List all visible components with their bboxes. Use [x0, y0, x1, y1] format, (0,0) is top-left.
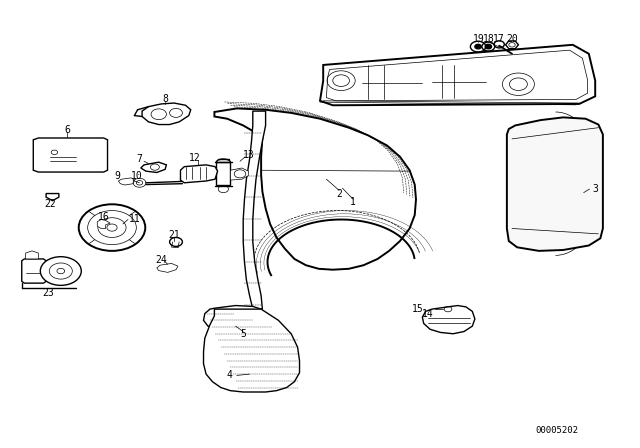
- Text: 23: 23: [42, 289, 54, 298]
- Circle shape: [485, 44, 492, 49]
- Polygon shape: [230, 168, 248, 180]
- Text: 16: 16: [98, 212, 109, 222]
- Polygon shape: [180, 165, 218, 183]
- Text: 14: 14: [422, 310, 433, 319]
- Text: 15: 15: [412, 304, 423, 314]
- Text: 12: 12: [189, 153, 201, 163]
- Text: 6: 6: [64, 125, 70, 135]
- Bar: [432, 65, 486, 98]
- Polygon shape: [22, 259, 46, 283]
- Polygon shape: [204, 309, 300, 392]
- Polygon shape: [97, 220, 110, 228]
- Polygon shape: [33, 138, 108, 172]
- Bar: [362, 65, 422, 99]
- Polygon shape: [142, 103, 191, 125]
- Text: 1: 1: [350, 198, 356, 207]
- Polygon shape: [214, 108, 416, 270]
- Circle shape: [79, 204, 145, 251]
- Text: 8: 8: [162, 95, 168, 104]
- Polygon shape: [141, 162, 166, 172]
- Text: 18: 18: [483, 34, 495, 44]
- Polygon shape: [204, 306, 262, 328]
- Bar: [26, 263, 44, 280]
- Text: 2: 2: [336, 189, 342, 198]
- Text: 22: 22: [44, 199, 56, 209]
- Text: 9: 9: [114, 171, 120, 181]
- Polygon shape: [157, 263, 178, 272]
- Polygon shape: [422, 306, 475, 334]
- Text: 3: 3: [592, 184, 598, 194]
- Text: 17: 17: [493, 34, 505, 44]
- Polygon shape: [507, 117, 603, 251]
- Polygon shape: [243, 111, 266, 309]
- Bar: [216, 162, 230, 185]
- Text: 11: 11: [129, 214, 140, 224]
- Polygon shape: [118, 178, 134, 185]
- Text: 20: 20: [506, 34, 518, 44]
- Text: 21: 21: [168, 230, 180, 240]
- Text: 5: 5: [240, 329, 246, 339]
- Text: 7: 7: [136, 154, 143, 164]
- Bar: [46, 145, 81, 167]
- Text: 10: 10: [131, 171, 142, 181]
- Polygon shape: [26, 251, 38, 259]
- Polygon shape: [46, 194, 59, 201]
- Bar: [84, 151, 99, 164]
- Polygon shape: [320, 45, 595, 105]
- Circle shape: [475, 44, 481, 49]
- Text: 24: 24: [156, 255, 167, 265]
- Circle shape: [40, 257, 81, 285]
- Text: 13: 13: [243, 150, 254, 159]
- Text: 19: 19: [473, 34, 484, 44]
- Text: 4: 4: [226, 370, 232, 380]
- Text: 00005202: 00005202: [535, 426, 579, 435]
